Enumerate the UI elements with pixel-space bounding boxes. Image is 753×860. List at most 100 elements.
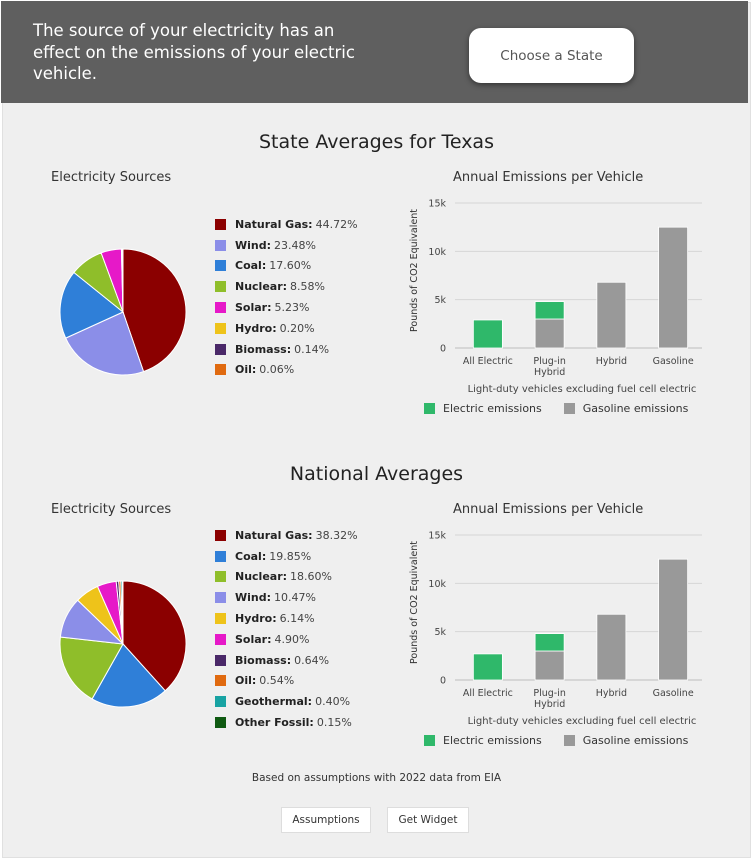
bar-gasoline-gasoline-emissions [658,558,689,681]
legend-source-name: Natural Gas: [235,528,313,542]
x-tick-label: Hybrid [534,367,565,378]
legend-source-value: 6.14% [279,612,315,626]
national-bar-legend: Electric emissions Gasoline emissions [424,734,688,747]
choose-state-button[interactable]: Choose a State [469,28,634,83]
legend-source-name: Biomass: [235,653,292,667]
assumptions-button[interactable]: Assumptions [281,807,371,833]
x-tick-label: All Electric [463,356,513,367]
get-widget-button[interactable]: Get Widget [387,807,469,833]
bar-gasoline-gasoline-emissions [658,226,689,349]
legend-swatch [215,529,226,541]
legend-source-value: 0.40% [315,695,351,709]
legend-source-name: Wind: [235,591,272,605]
legend-source-value: 18.60% [290,570,332,584]
electric-emissions-label: Electric emissions [443,402,542,415]
legend-swatch [215,281,226,293]
x-tick-label: Hybrid [534,699,565,710]
legend-item-solar: Solar: 5.23% [215,297,358,318]
header-banner: The source of your electricity has an ef… [1,1,748,103]
y-tick-label: 15k [428,199,446,210]
legend-source-name: Wind: [235,238,272,252]
legend-swatch [215,571,226,583]
legend-source-value: 0.54% [259,674,295,688]
legend-item-oil: Oil: 0.06% [215,360,358,381]
state-emissions-bar-chart: 0 5k 10k 15k Pounds of CO2 Equivalent All Ele… [409,199,702,378]
x-tick-label: All Electric [463,688,513,699]
legend-swatch [215,717,226,729]
pie-slice-nuclear [59,636,124,700]
legend-swatch [215,675,226,687]
legend-source-name: Other Fossil: [235,716,314,730]
bar-hybrid-gasoline-emissions [596,281,627,349]
y-tick-label: 10k [428,247,446,258]
x-tick-label: Hybrid [596,688,627,699]
national-sources-legend: Natural Gas: 38.32% Coal: 19.85% Nuclear: 18.… [215,525,358,733]
legend-item-coal: Coal: 17.60% [215,256,358,277]
legend-swatch [215,633,226,645]
pie-slice-coal [91,643,166,708]
legend-item-coal: Coal: 19.85% [215,546,358,567]
legend-swatch [215,696,226,708]
national-chart-subtitle: Light-duty vehicles excluding fuel cell … [467,716,697,727]
legend-item-geothermal: Geothermal: 0.40% [215,691,358,712]
legend-swatch [215,592,226,604]
legend-source-value: 0.15% [316,716,352,730]
electric-emissions-swatch [424,735,435,746]
legend-swatch [215,218,226,230]
legend-source-name: Coal: [235,259,267,273]
state-bar-legend: Electric emissions Gasoline emissions [424,402,688,415]
y-axis-label: Pounds of CO2 Equivalent [409,209,420,332]
x-tick-label: Plug-in [533,688,566,699]
pie-slice-wind [65,311,145,376]
x-tick-label: Plug-in [533,356,566,367]
legend-source-name: Hydro: [235,321,277,335]
electric-emissions-swatch [424,403,435,414]
legend-item-wind: Wind: 23.48% [215,235,358,256]
state-emissions-title: Annual Emissions per Vehicle [453,170,644,185]
national-emissions-title: Annual Emissions per Vehicle [453,502,644,517]
x-tick-label: Gasoline [653,356,694,367]
legend-source-name: Hydro: [235,612,277,626]
national-section-title: National Averages [289,463,464,485]
legend-source-name: Oil: [235,674,257,688]
bar-plug-in-hybrid-electric-emissions [534,301,565,320]
pie-slice-natural-gas [122,248,187,373]
legend-source-name: Biomass: [235,342,292,356]
legend-item-nuclear: Nuclear: 8.58% [215,276,358,297]
gasoline-emissions-label: Gasoline emissions [582,402,689,415]
legend-source-value: 0.20% [279,321,315,335]
electric-emissions-label: Electric emissions [443,734,542,747]
legend-source-name: Nuclear: [235,280,288,294]
legend-source-name: Solar: [235,632,272,646]
banner-message: The source of your electricity has an ef… [33,21,355,83]
legend-source-value: 44.72% [315,217,358,231]
y-tick-label: 5k [434,627,446,638]
data-source-note: Based on assumptions with 2022 data from… [251,772,502,784]
state-sources-pie-chart [59,248,187,376]
gasoline-emissions-swatch [563,735,575,746]
bar-plug-in-hybrid-gasoline-emissions [534,318,565,349]
y-tick-label: 0 [440,676,446,687]
legend-swatch [215,260,226,272]
state-section-title: State Averages for Texas [259,131,494,153]
legend-source-value: 5.23% [274,301,310,315]
legend-swatch [215,322,226,334]
legend-source-name: Geothermal: [235,695,313,709]
national-sources-pie-chart [59,580,187,708]
legend-item-other-fossil: Other Fossil: 0.15% [215,712,358,733]
bar-all-electric-electric-emissions [472,653,503,681]
bar-plug-in-hybrid-electric-emissions [534,633,565,652]
legend-source-value: 0.64% [294,653,330,667]
legend-source-name: Natural Gas: [235,217,313,231]
legend-swatch [215,239,226,251]
legend-swatch [215,302,226,314]
state-sources-legend: Natural Gas: 44.72% Wind: 23.48% Coal: 17.60%… [215,214,358,380]
x-tick-label: Hybrid [596,356,627,367]
legend-swatch [215,364,226,376]
legend-item-oil: Oil: 0.54% [215,671,358,692]
y-axis-label: Pounds of CO2 Equivalent [409,541,420,664]
legend-source-name: Solar: [235,301,272,315]
bar-hybrid-gasoline-emissions [596,613,627,681]
pie-slice-other-fossil [121,580,124,645]
